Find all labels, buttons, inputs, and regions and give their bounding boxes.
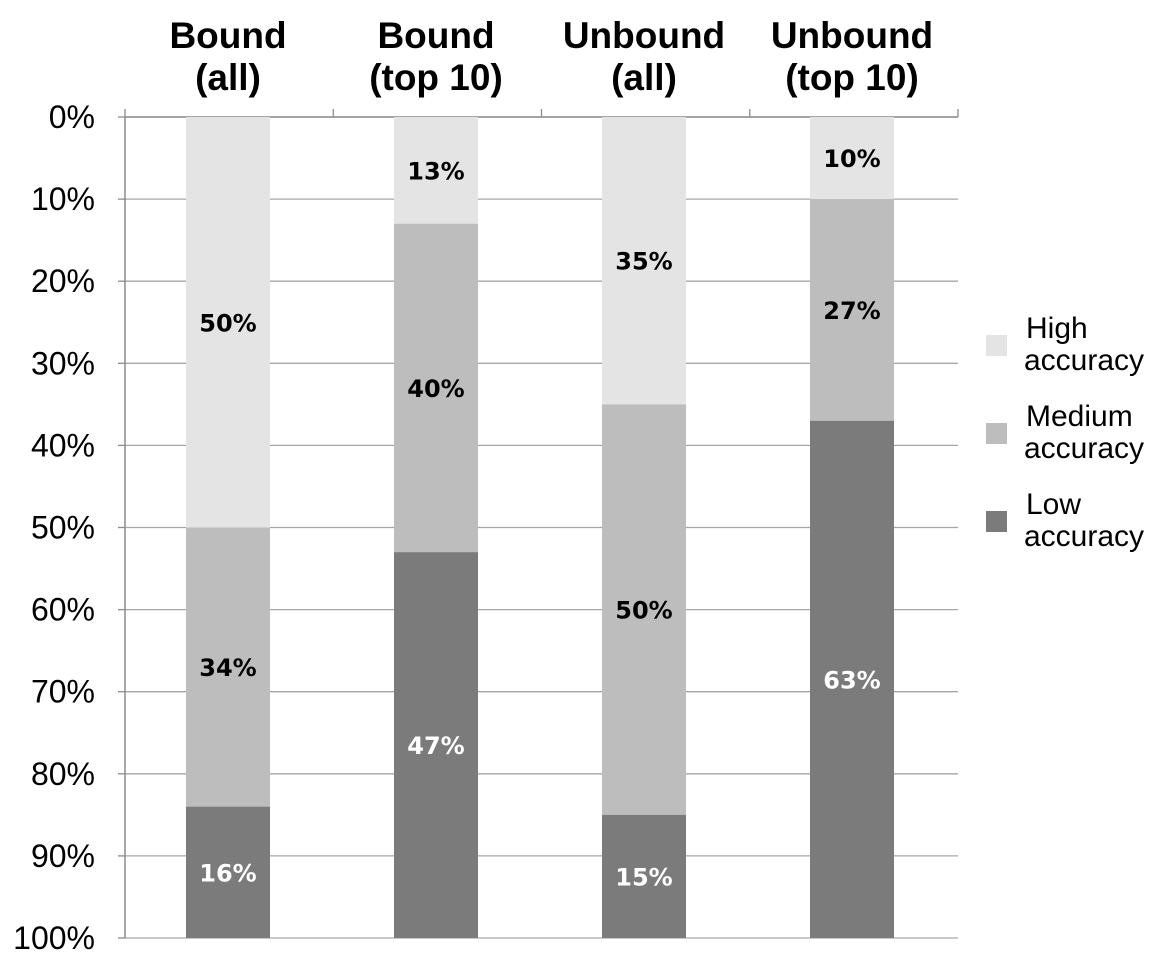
data-label: 13% — [407, 157, 464, 185]
y-tick-label: 40% — [31, 427, 95, 463]
y-tick-label: 80% — [31, 756, 95, 792]
bar-segment — [810, 420, 894, 938]
bar-segment — [186, 117, 270, 528]
y-tick-label: 70% — [31, 674, 95, 710]
y-tick-label: 10% — [31, 181, 95, 217]
category-label: Bound (top 10) — [369, 15, 503, 98]
y-tick-label: 100% — [13, 920, 95, 954]
y-tick-label: 50% — [31, 510, 95, 546]
bar-segment — [602, 814, 686, 938]
data-label: 15% — [615, 863, 672, 891]
bar-segment — [602, 117, 686, 405]
legend-entry: High accuracy — [1024, 312, 1144, 377]
data-label: 34% — [199, 654, 256, 682]
y-tick-label: 0% — [49, 99, 95, 135]
data-label: 50% — [615, 597, 672, 625]
bar-segment — [602, 404, 686, 815]
bar-segment — [186, 806, 270, 938]
data-label: 40% — [407, 375, 464, 403]
legend-swatch — [986, 335, 1007, 356]
category-label: Unbound (top 10) — [771, 15, 933, 98]
category-label: Unbound (all) — [563, 15, 725, 98]
legend-swatch — [986, 423, 1007, 444]
legend-swatch — [986, 511, 1007, 532]
bar-segment — [186, 527, 270, 807]
y-tick-label: 90% — [31, 838, 95, 874]
legend-entry: Low accuracy — [1024, 488, 1144, 553]
data-label: 47% — [407, 732, 464, 760]
bar-segment — [394, 223, 478, 553]
data-label: 27% — [823, 297, 880, 325]
bar-segment — [394, 117, 478, 224]
data-label: 63% — [823, 666, 880, 694]
data-label: 50% — [199, 309, 256, 337]
data-label: 35% — [615, 248, 672, 276]
y-tick-label: 60% — [31, 592, 95, 628]
y-tick-label: 20% — [31, 263, 95, 299]
category-label: Bound (all) — [169, 15, 286, 98]
data-label: 10% — [823, 145, 880, 173]
y-tick-label: 30% — [31, 345, 95, 381]
legend-entry: Medium accuracy — [1024, 400, 1144, 465]
data-label: 16% — [199, 859, 256, 887]
bar-segment — [810, 117, 894, 200]
bar-segment — [394, 552, 478, 938]
bar-segment — [810, 199, 894, 421]
